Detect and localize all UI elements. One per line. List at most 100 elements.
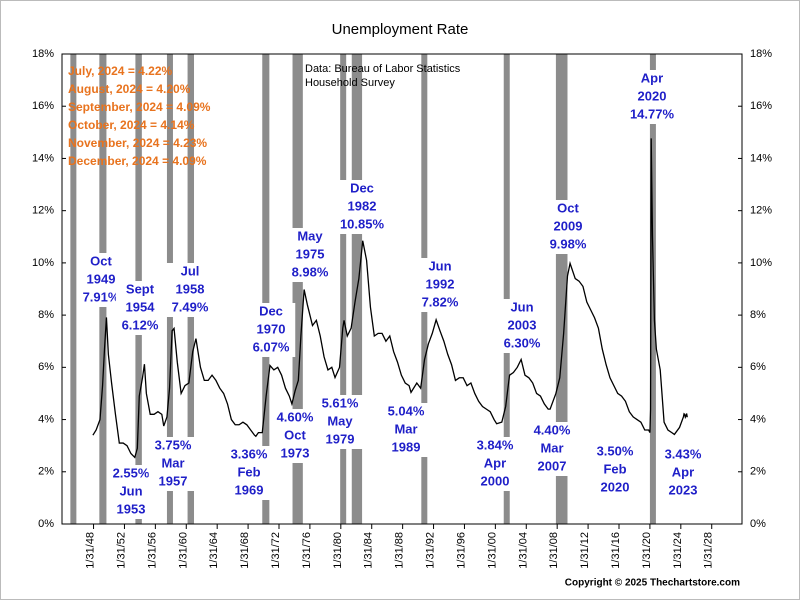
y-tick-label: 6% bbox=[38, 361, 54, 373]
annotation: 2007 bbox=[538, 458, 567, 473]
y2-tick-label: 16% bbox=[750, 100, 772, 112]
annotation: 1969 bbox=[235, 482, 264, 497]
annotation: 4.40% bbox=[534, 422, 571, 437]
annotation-bg bbox=[285, 228, 335, 282]
annotation: 1958 bbox=[176, 281, 205, 296]
annotation: 1982 bbox=[348, 198, 377, 213]
x-tick-label: 1/31/52 bbox=[115, 532, 127, 569]
note: July, 2024 = 4.22% bbox=[68, 64, 173, 78]
y2-tick-label: 6% bbox=[750, 361, 766, 373]
annotation: Feb bbox=[603, 461, 626, 476]
y-tick-label: 4% bbox=[38, 413, 54, 425]
annotation: 2020 bbox=[601, 479, 630, 494]
annotation: 5.61% bbox=[322, 395, 359, 410]
annotation: Apr bbox=[641, 70, 663, 85]
annotation: 2.55% bbox=[113, 465, 150, 480]
copyright: Copyright © 2025 Thechartstore.com bbox=[565, 578, 740, 589]
annotation-bg bbox=[115, 281, 165, 335]
recession-band bbox=[340, 54, 347, 524]
x-tick-label: 1/31/08 bbox=[548, 532, 560, 569]
x-tick-label: 1/31/88 bbox=[394, 532, 406, 569]
annotation-bg bbox=[165, 263, 215, 317]
annotation: 2023 bbox=[669, 482, 698, 497]
x-tick-label: 1/31/64 bbox=[208, 532, 220, 569]
source: Household Survey bbox=[305, 77, 395, 89]
x-tick-label: 1/31/24 bbox=[672, 532, 684, 569]
y2-tick-label: 18% bbox=[750, 48, 772, 60]
x-tick-label: 1/31/12 bbox=[579, 532, 591, 569]
x-tick-label: 1/31/68 bbox=[239, 532, 251, 569]
annotation: 3.43% bbox=[665, 446, 702, 461]
annotation-bg bbox=[333, 180, 391, 234]
annotation: Jun bbox=[428, 258, 451, 273]
annotation: 9.98% bbox=[550, 236, 587, 251]
annotation-bg bbox=[246, 303, 296, 357]
x-tick-label: 1/31/72 bbox=[270, 532, 282, 569]
x-tick-label: 1/31/76 bbox=[301, 532, 313, 569]
x-tick-label: 1/31/00 bbox=[486, 532, 498, 569]
annotation: Feb bbox=[237, 464, 260, 479]
recession-band bbox=[555, 54, 568, 524]
x-tick-label: 1/31/56 bbox=[146, 532, 158, 569]
x-tick-label: 1/31/96 bbox=[455, 532, 467, 569]
annotation: Mar bbox=[161, 455, 184, 470]
y-tick-label: 8% bbox=[38, 309, 54, 321]
y-tick-label: 0% bbox=[38, 518, 54, 530]
annotation-bg bbox=[470, 437, 520, 491]
annotation: Apr bbox=[484, 455, 506, 470]
x-tick-label: 1/31/16 bbox=[610, 532, 622, 569]
annotation-bg bbox=[224, 446, 274, 500]
annotation: 6.12% bbox=[122, 317, 159, 332]
annotation: 14.77% bbox=[630, 106, 675, 121]
annotation: 2000 bbox=[481, 473, 510, 488]
annotation: May bbox=[327, 413, 353, 428]
annotation: 1954 bbox=[126, 299, 156, 314]
annotation-bg bbox=[415, 258, 465, 312]
x-tick-label: 1/31/60 bbox=[177, 532, 189, 569]
annotation: 6.07% bbox=[253, 339, 290, 354]
y2-tick-label: 0% bbox=[750, 518, 766, 530]
annotation: Apr bbox=[672, 464, 694, 479]
x-tick-label: 1/31/92 bbox=[425, 532, 437, 569]
annotation-bg bbox=[381, 403, 431, 457]
x-tick-label: 1/31/20 bbox=[641, 532, 653, 569]
annotation: 1973 bbox=[281, 445, 310, 460]
annotation: Oct bbox=[284, 427, 306, 442]
annotation: 1992 bbox=[426, 276, 455, 291]
recession-band bbox=[70, 54, 77, 524]
recession-band bbox=[503, 54, 510, 524]
annotation-bg bbox=[315, 395, 365, 449]
annotation: 7.49% bbox=[172, 299, 209, 314]
annotation: 3.84% bbox=[477, 437, 514, 452]
annotation: Jun bbox=[510, 299, 533, 314]
annotation: 2020 bbox=[638, 88, 667, 103]
x-tick-label: 1/31/04 bbox=[517, 532, 529, 569]
annotation-bg bbox=[543, 200, 593, 254]
y-tick-label: 2% bbox=[38, 466, 54, 478]
y2-tick-label: 4% bbox=[750, 413, 766, 425]
annotation: Oct bbox=[90, 253, 112, 268]
x-tick-label: 1/31/80 bbox=[332, 532, 344, 569]
annotation: 10.85% bbox=[340, 216, 385, 231]
annotation: Sept bbox=[126, 281, 155, 296]
annotation: 1979 bbox=[326, 431, 355, 446]
note: September, 2024 = 4.09% bbox=[68, 100, 211, 114]
recession-band bbox=[649, 54, 656, 524]
annotation-bg bbox=[148, 437, 198, 491]
source: Data: Bureau of Labor Statistics bbox=[305, 63, 461, 75]
annotation-bg bbox=[658, 446, 708, 500]
annotation: Dec bbox=[350, 180, 374, 195]
annotation: 1989 bbox=[392, 439, 421, 454]
chart-title: Unemployment Rate bbox=[332, 21, 469, 38]
annotation: 1949 bbox=[87, 271, 116, 286]
plot-border bbox=[61, 53, 743, 525]
annotation: Mar bbox=[540, 440, 563, 455]
x-tick-label: 1/31/28 bbox=[703, 532, 715, 569]
annotation: 3.75% bbox=[155, 437, 192, 452]
annotation: 5.04% bbox=[388, 403, 425, 418]
y2-tick-label: 2% bbox=[750, 466, 766, 478]
note: October, 2024 = 4.14% bbox=[68, 118, 195, 132]
annotation: 1957 bbox=[159, 473, 188, 488]
annotation-bg bbox=[106, 465, 156, 519]
